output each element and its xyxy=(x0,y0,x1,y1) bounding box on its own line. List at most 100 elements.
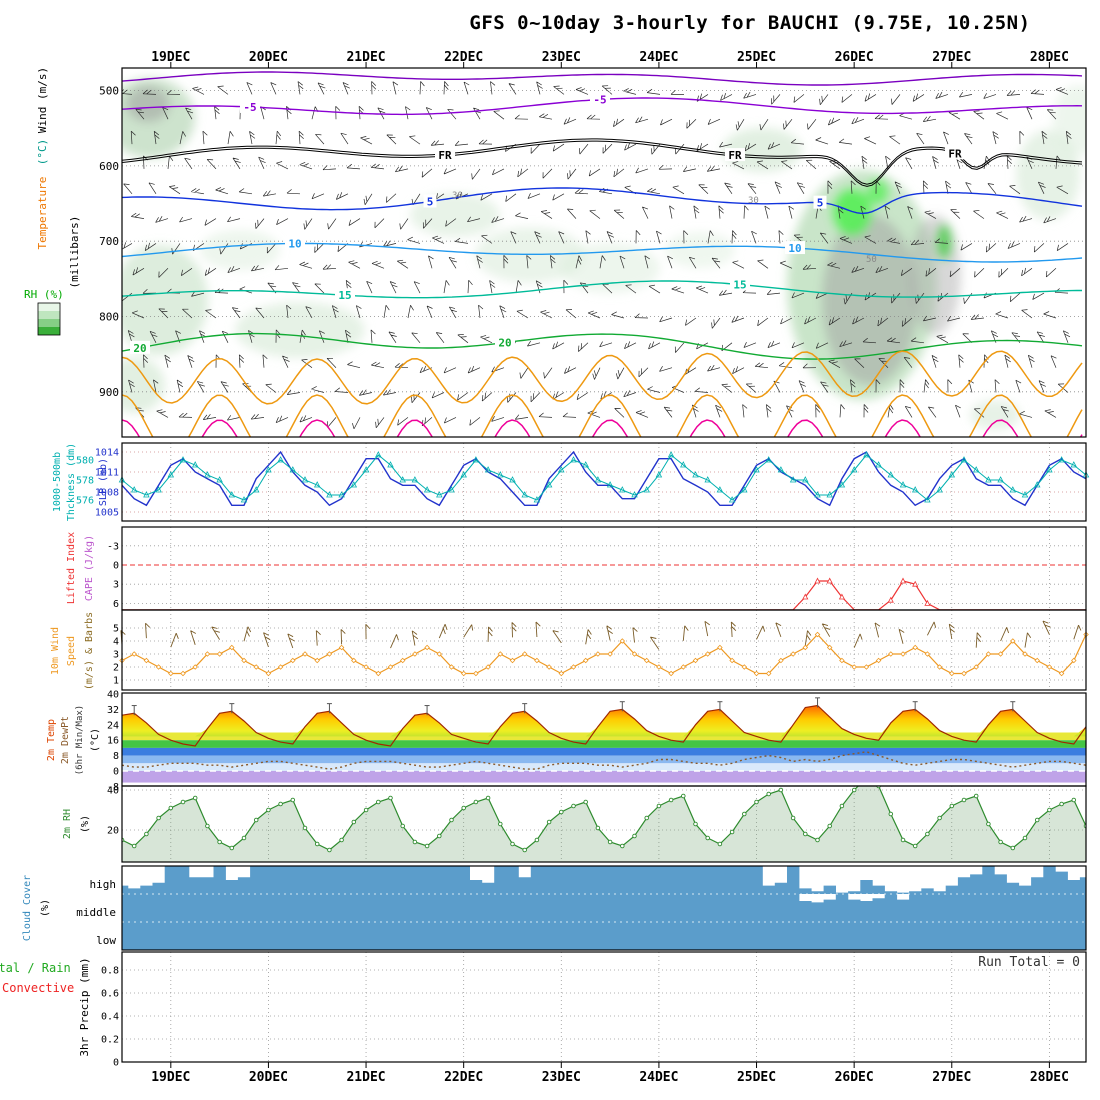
circle-el xyxy=(266,807,271,813)
rh-colorbar xyxy=(38,303,60,311)
text-el: 20 xyxy=(133,342,146,355)
text-el: (°C) xyxy=(90,728,101,752)
text-el: 32 xyxy=(107,705,119,716)
circle-el xyxy=(607,839,613,845)
rh-fill xyxy=(122,786,1086,862)
text-el: FR xyxy=(438,149,452,162)
x-axis: 19DEC 19DEC 20DEC 20DEC 21DEC 21DEC 22DEC 22DEC… xyxy=(151,50,1069,1085)
circle-el xyxy=(388,795,393,801)
circle-el xyxy=(705,835,710,841)
text-el: 900 xyxy=(99,386,119,399)
text-el: 40 xyxy=(107,690,119,701)
text-el: 8 xyxy=(113,751,119,762)
text-el: middle xyxy=(76,906,116,919)
ellipse-el xyxy=(200,230,280,270)
rect-el xyxy=(121,785,1087,863)
rect-el xyxy=(423,194,437,208)
text-el: 3hr Precip (mm) xyxy=(78,957,91,1056)
text-el: 0.4 xyxy=(101,1012,119,1023)
g-el xyxy=(122,697,1086,783)
text-el: 20DEC xyxy=(249,1070,288,1085)
circle-el xyxy=(632,833,637,839)
temp-band xyxy=(122,763,1086,771)
text-el: 20 xyxy=(498,337,511,350)
text-el: 21DEC xyxy=(346,1070,385,1085)
text-el: high xyxy=(90,878,117,891)
text-el: Cloud Cover xyxy=(22,875,33,941)
text-el: (6hr Min/Max) xyxy=(75,705,85,775)
circle-el xyxy=(546,819,552,825)
text-el: -3 xyxy=(107,541,119,552)
text-el: 40 xyxy=(107,786,119,797)
text-el: 15 xyxy=(733,279,746,292)
circle-el xyxy=(851,787,857,793)
dewpoint-line xyxy=(122,751,1086,770)
text-el: Speed xyxy=(66,636,77,666)
text-el: 24DEC xyxy=(639,1070,678,1085)
text-el: 3 xyxy=(113,650,119,661)
text-el: 30 xyxy=(452,191,463,201)
temp-band xyxy=(122,740,1086,748)
rect-el xyxy=(285,236,305,250)
circle-el xyxy=(534,837,540,843)
text-el: 3 xyxy=(113,580,119,591)
temp-fill xyxy=(122,705,1086,737)
circle-el xyxy=(180,799,186,805)
path-el xyxy=(838,593,845,600)
surface-wind-barbs xyxy=(120,620,1082,650)
wind-speed-markers xyxy=(119,631,1089,677)
circle-el xyxy=(376,799,381,805)
circle-el xyxy=(693,821,698,827)
text-el: 10m Wind xyxy=(50,627,61,675)
circle-el xyxy=(778,787,784,793)
text-el: (m/s) & Barbs xyxy=(84,612,95,690)
circle-el xyxy=(644,815,649,821)
circle-el xyxy=(986,821,991,827)
text-el: 24DEC xyxy=(639,50,678,65)
circle-el xyxy=(229,845,235,851)
circle-el xyxy=(302,825,308,831)
circle-el xyxy=(424,843,430,849)
text-el: RH (%) xyxy=(24,288,64,301)
circle-el xyxy=(973,793,979,799)
text-el: 2m DewPt xyxy=(60,716,71,764)
path-el xyxy=(814,577,821,584)
text-el: 22DEC xyxy=(444,1070,483,1085)
rect-el xyxy=(945,146,965,160)
text-el: 19DEC xyxy=(151,50,190,65)
circle-el xyxy=(790,815,796,821)
rect-el xyxy=(435,147,455,161)
rect-el xyxy=(121,951,1087,1063)
text-el: 50 xyxy=(866,255,877,265)
cloud-band xyxy=(122,922,1086,950)
circle-el xyxy=(668,797,674,803)
text-el: 0 xyxy=(113,561,119,572)
circle-el xyxy=(205,823,210,829)
text-el: 26DEC xyxy=(835,1070,874,1085)
rh-colorbar xyxy=(38,319,60,327)
circle-el xyxy=(888,811,894,817)
text-el: 28DEC xyxy=(1030,50,1069,65)
circle-el xyxy=(485,795,491,801)
rh-colorbar xyxy=(38,311,60,319)
circle-el xyxy=(998,839,1003,845)
wind-speed-line xyxy=(121,633,1087,675)
ellipse-el xyxy=(936,224,952,260)
circle-el xyxy=(156,815,161,821)
text-el: 25DEC xyxy=(737,50,776,65)
text-el: 23DEC xyxy=(542,50,581,65)
circle-el xyxy=(253,817,259,823)
circle-el xyxy=(144,831,149,837)
text-el: 23DEC xyxy=(542,1070,581,1085)
circle-el xyxy=(620,843,625,849)
text-el: -5 xyxy=(243,101,256,114)
circle-el xyxy=(290,797,296,803)
fr-line xyxy=(122,138,1083,185)
text-el: 1005 xyxy=(95,508,119,519)
chart-title: GFS 0~10day 3-hourly for BAUCHI (9.75E, … xyxy=(469,12,1031,34)
rect-el xyxy=(785,241,805,255)
text-el: 1 xyxy=(113,676,119,687)
text-el: 700 xyxy=(99,235,119,248)
circle-el xyxy=(1059,801,1064,807)
text-el: 10 xyxy=(788,242,801,255)
